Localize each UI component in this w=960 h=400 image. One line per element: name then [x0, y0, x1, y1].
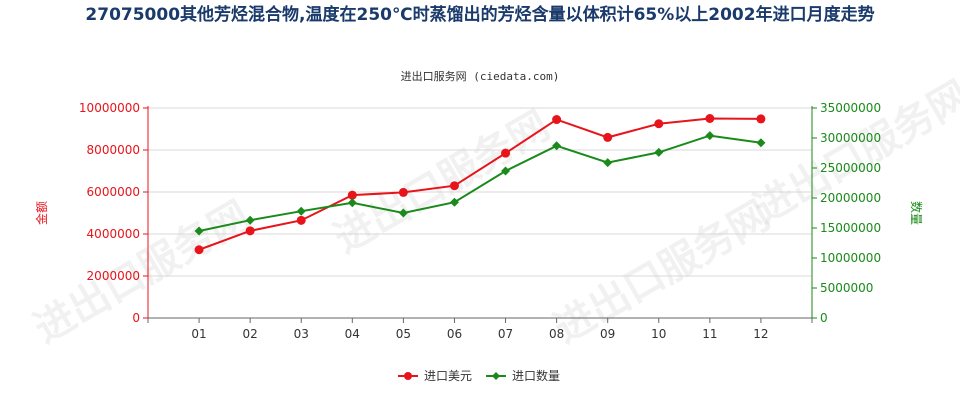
data-point — [194, 226, 204, 236]
left-axis-title: 金额 — [34, 201, 49, 225]
data-point — [603, 158, 613, 168]
x-axis-tick-label: 07 — [498, 327, 513, 341]
legend-label: 进口数量 — [512, 368, 560, 383]
data-point — [501, 166, 511, 176]
left-axis-tick-label: 4000000 — [87, 227, 140, 241]
left-axis-tick-label: 0 — [132, 311, 140, 325]
data-point — [501, 148, 511, 158]
data-point — [296, 206, 306, 216]
data-point — [654, 147, 664, 157]
right-axis-tick-label: 15000000 — [820, 221, 881, 235]
x-axis-tick-label: 05 — [396, 327, 411, 341]
left-axis-tick-label: 6000000 — [87, 185, 140, 199]
data-point — [756, 114, 766, 124]
data-point — [398, 208, 408, 218]
right-axis-tick-label: 10000000 — [820, 251, 881, 265]
data-point — [296, 215, 306, 225]
data-point — [194, 245, 204, 255]
data-point — [603, 132, 613, 142]
right-axis-tick-label: 5000000 — [820, 281, 873, 295]
series-line-1 — [198, 117, 761, 251]
data-point — [449, 197, 459, 207]
legend-marker — [404, 372, 412, 380]
data-point — [347, 190, 357, 200]
right-axis-tick-label: 20000000 — [820, 191, 881, 205]
chart-subtitle: 进出口服务网 (ciedata.com) — [400, 70, 560, 83]
data-point — [705, 114, 715, 123]
data-point — [347, 198, 357, 208]
right-axis-tick-label: 35000000 — [820, 101, 881, 115]
x-axis-tick-label: 12 — [753, 327, 768, 341]
data-point — [245, 226, 255, 236]
x-axis-tick-label: 08 — [549, 327, 564, 341]
x-axis-tick-label: 02 — [243, 327, 258, 341]
x-axis-tick-label: 11 — [702, 327, 717, 341]
data-point — [552, 115, 562, 125]
left-axis-tick-label: 2000000 — [87, 269, 140, 283]
data-point — [449, 181, 459, 191]
right-axis-tick-label: 30000000 — [820, 131, 881, 145]
data-point — [705, 131, 715, 141]
right-axis-title: 数量 — [909, 201, 924, 225]
data-point — [654, 119, 664, 129]
x-axis-tick-label: 06 — [447, 327, 462, 341]
data-point — [245, 215, 255, 225]
left-axis-tick-label: 10000000 — [79, 101, 140, 115]
right-axis-tick-label: 0 — [820, 311, 828, 325]
x-axis-tick-label: 01 — [191, 327, 206, 341]
x-axis-tick-label: 09 — [600, 327, 615, 341]
right-axis-tick-label: 25000000 — [820, 161, 881, 175]
x-axis-tick-label: 03 — [294, 327, 309, 341]
data-point — [552, 141, 562, 151]
series-line-2 — [198, 134, 762, 232]
x-axis-tick-label: 04 — [345, 327, 360, 341]
legend-marker — [492, 372, 500, 380]
legend-label: 进口美元 — [424, 369, 472, 383]
data-point — [398, 187, 408, 197]
chart-title: 27075000其他芳烃混合物,温度在250℃时蒸馏出的芳烃含量以体积计65%以… — [85, 5, 875, 25]
left-axis-tick-label: 8000000 — [87, 143, 140, 157]
x-axis-tick-label: 10 — [651, 327, 666, 341]
data-point — [756, 138, 766, 148]
